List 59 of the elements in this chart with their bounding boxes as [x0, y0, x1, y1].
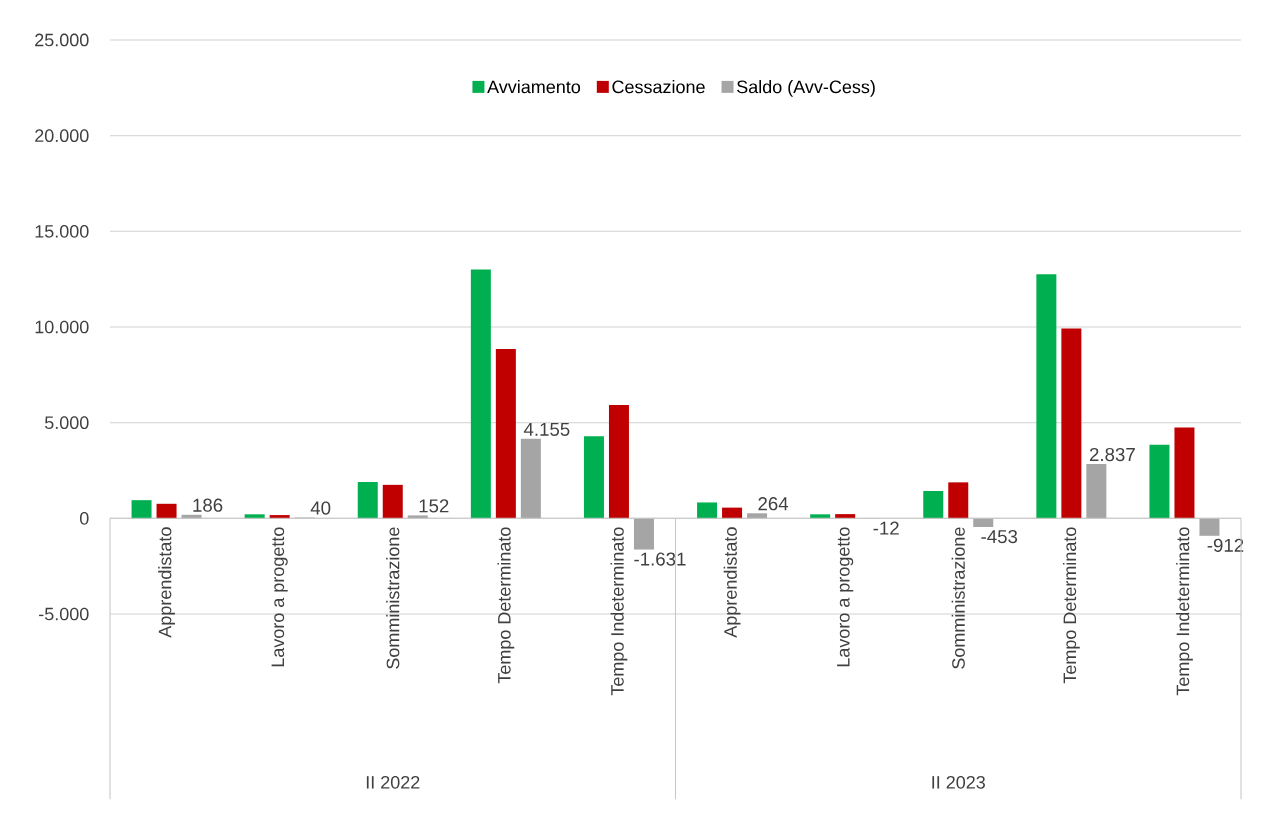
bar [973, 518, 994, 527]
legend-label: Avviamento [487, 80, 581, 94]
x-tick-label: Apprendistato [723, 527, 741, 638]
y-tick-label: 20.000 [35, 129, 89, 143]
x-tick-label: Tempo Determinato [497, 527, 515, 684]
bar [470, 269, 491, 519]
x-tick-label: Somministrazione [951, 527, 965, 669]
data-label: -1.631 [634, 552, 686, 566]
data-label: 4.155 [523, 422, 570, 436]
bar [156, 503, 177, 519]
text: II 2023 [932, 775, 985, 789]
y-tick-label: 0 [79, 511, 89, 525]
data-label: 186 [193, 498, 223, 512]
bar [357, 481, 378, 519]
bar [1199, 518, 1220, 536]
bar [1174, 427, 1195, 519]
bar [131, 500, 152, 519]
data-label: -453 [981, 529, 1018, 544]
y-tick-label: 10.000 [35, 320, 89, 334]
bar [923, 490, 944, 519]
x-tick-label: Tempo Determinato [1062, 527, 1080, 684]
bar [948, 482, 969, 519]
y-tick-label: 5.000 [44, 416, 89, 430]
legend-label: Cessazione [612, 80, 705, 94]
bar [382, 484, 403, 519]
data-label: -912 [1207, 538, 1244, 552]
x-tick-label: Apprendistato [158, 527, 175, 638]
y-tick-label: -5.000 [39, 607, 89, 621]
bar [495, 349, 516, 519]
bar [608, 405, 629, 519]
x-tick-label: Tempo Indeterminato [1176, 527, 1193, 696]
bar [1036, 274, 1057, 519]
bar [835, 514, 856, 519]
bar [722, 507, 743, 519]
bar [583, 436, 604, 519]
y-tick-label: 15.000 [35, 224, 89, 238]
data-label: 264 [758, 497, 789, 511]
bar [1061, 328, 1082, 519]
bar [810, 514, 831, 519]
data-label: 152 [419, 499, 449, 513]
data-label: 2.837 [1089, 447, 1135, 462]
bar [269, 515, 290, 519]
x-tick-label: Lavoro a progetto [837, 527, 854, 667]
x-tick-label: Tempo Indeterminato [610, 527, 628, 696]
text: II 2022 [366, 775, 420, 789]
data-label: -12 [873, 521, 899, 535]
bar [1086, 464, 1107, 519]
y-tick-label: 25.000 [35, 33, 89, 47]
legend-label: Saldo (Avv-Cess) [737, 80, 875, 97]
x-tick-label: Lavoro a progetto [271, 527, 288, 667]
bar [520, 438, 541, 519]
bar [1149, 444, 1170, 519]
data-label: 40 [310, 501, 331, 515]
bar [244, 514, 265, 519]
bar [747, 513, 768, 519]
bar [633, 518, 654, 550]
bar [697, 502, 718, 519]
bar [407, 515, 428, 519]
x-tick-label: Somministrazione [386, 527, 400, 669]
